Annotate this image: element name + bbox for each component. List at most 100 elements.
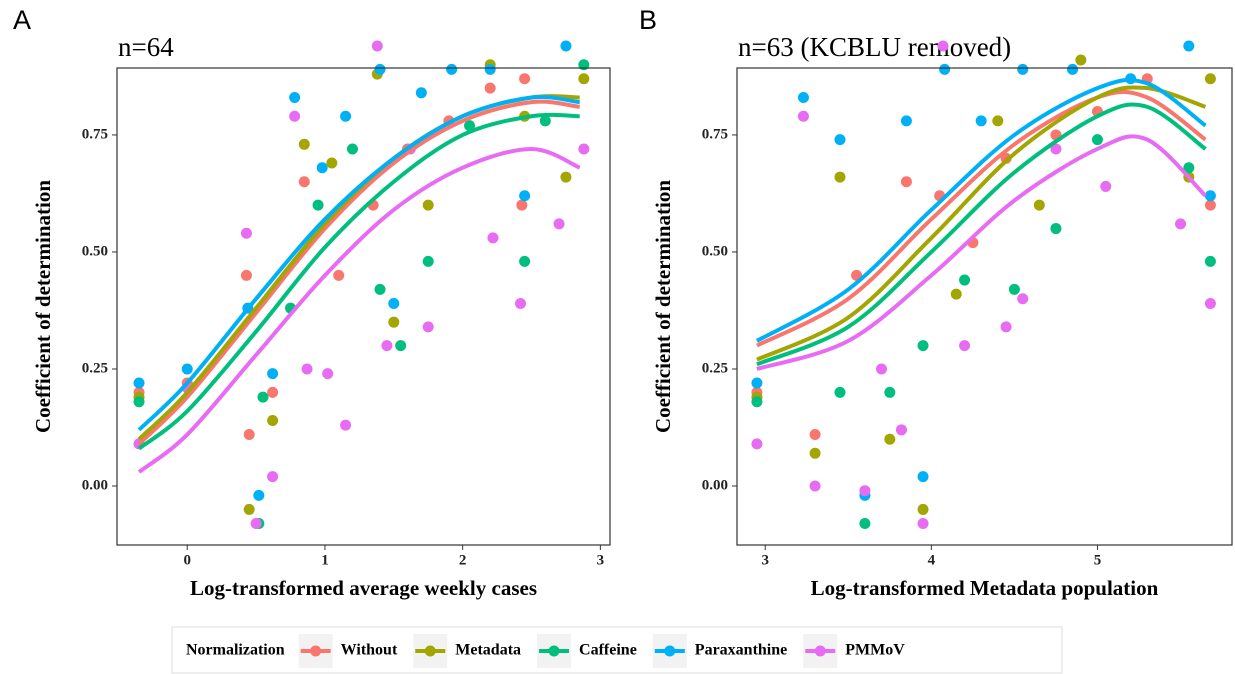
- point: [267, 414, 279, 426]
- point: [267, 386, 279, 398]
- y-tick-label: 0.75: [702, 126, 728, 142]
- x-axis-title: Log-transformed average weekly cases: [190, 576, 537, 600]
- point: [834, 386, 846, 398]
- point: [751, 438, 763, 450]
- point: [950, 288, 962, 300]
- point: [316, 162, 328, 174]
- point: [519, 255, 531, 267]
- point: [1183, 162, 1195, 174]
- point: [917, 517, 929, 529]
- point: [859, 485, 871, 497]
- point: [133, 377, 145, 389]
- point: [257, 391, 269, 403]
- legend-key-point: [310, 645, 322, 657]
- point: [422, 321, 434, 333]
- point: [240, 269, 252, 281]
- point: [992, 115, 1004, 127]
- point: [797, 110, 809, 122]
- y-tick-label: 0.25: [82, 360, 108, 376]
- panel-title: n=64: [118, 32, 174, 62]
- panel-label: A: [13, 5, 31, 35]
- point: [917, 471, 929, 483]
- point: [381, 340, 393, 352]
- point: [900, 176, 912, 188]
- point: [917, 340, 929, 352]
- point: [333, 269, 345, 281]
- point: [553, 218, 565, 230]
- point: [1204, 199, 1216, 211]
- point: [374, 63, 386, 75]
- y-tick-label: 0.50: [82, 243, 108, 259]
- point: [834, 134, 846, 146]
- point: [133, 396, 145, 408]
- point: [876, 363, 888, 375]
- point: [809, 480, 821, 492]
- point: [1017, 63, 1029, 75]
- point: [895, 424, 907, 436]
- point: [884, 386, 896, 398]
- point: [1050, 143, 1062, 155]
- plot-frame: [116, 67, 611, 546]
- point: [181, 363, 193, 375]
- x-axis-title: Log-transformed Metadata population: [811, 576, 1159, 600]
- point: [884, 433, 896, 445]
- fit-curve: [137, 99, 580, 446]
- point: [1017, 293, 1029, 305]
- point: [797, 91, 809, 103]
- legend-key-point: [814, 645, 826, 657]
- point: [415, 87, 427, 99]
- point: [267, 368, 279, 380]
- fit-curve: [137, 112, 580, 451]
- point: [516, 199, 528, 211]
- point: [240, 227, 252, 239]
- point: [289, 110, 301, 122]
- y-axis-title: Coefficient of determination: [31, 180, 55, 433]
- y-tick-label: 0.50: [702, 243, 728, 259]
- point: [578, 73, 590, 85]
- legend-label: Caffeine: [579, 642, 637, 659]
- point: [484, 63, 496, 75]
- point: [388, 297, 400, 309]
- point: [322, 368, 334, 380]
- point: [900, 115, 912, 127]
- point: [939, 63, 951, 75]
- x-tick-label: 1: [321, 552, 329, 568]
- fit-curve: [756, 89, 1207, 348]
- point: [1075, 54, 1087, 66]
- point: [809, 447, 821, 459]
- point: [514, 297, 526, 309]
- legend-title: Normalization: [186, 642, 285, 659]
- point: [243, 429, 255, 441]
- point: [1204, 73, 1216, 85]
- point: [250, 517, 262, 529]
- fit-curve: [756, 85, 1207, 362]
- legend-label: PMMoV: [845, 642, 905, 659]
- point: [751, 396, 763, 408]
- x-tick-label: 3: [761, 552, 769, 568]
- point: [975, 115, 987, 127]
- point: [519, 73, 531, 85]
- point: [301, 363, 313, 375]
- point: [422, 255, 434, 267]
- legend-label: Metadata: [455, 642, 521, 659]
- y-tick-label: 0.00: [702, 477, 728, 493]
- point: [560, 40, 572, 52]
- point: [578, 143, 590, 155]
- point: [267, 471, 279, 483]
- point: [253, 489, 265, 501]
- fit-curve: [756, 134, 1207, 371]
- point: [464, 120, 476, 132]
- point: [834, 171, 846, 183]
- y-tick-label: 0.25: [702, 360, 728, 376]
- x-tick-label: 0: [183, 552, 191, 568]
- point: [487, 232, 499, 244]
- point: [446, 63, 458, 75]
- point: [340, 419, 352, 431]
- x-tick-label: 4: [928, 552, 936, 568]
- point: [1000, 321, 1012, 333]
- legend-label: Paraxanthine: [695, 642, 787, 659]
- y-tick-label: 0.75: [82, 126, 108, 142]
- point: [809, 429, 821, 441]
- point: [371, 40, 383, 52]
